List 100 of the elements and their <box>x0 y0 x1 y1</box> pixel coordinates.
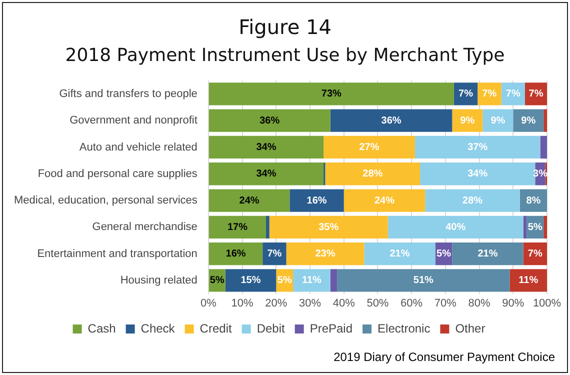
y-tick-label: Entertainment and transportation <box>37 248 198 260</box>
x-tick-label: 90% <box>502 297 524 310</box>
data-label: 73% <box>321 88 342 100</box>
data-label: 16% <box>226 248 246 260</box>
data-label: 7% <box>528 248 542 260</box>
legend-label: Debit <box>256 321 286 336</box>
bar <box>330 109 452 132</box>
y-tick-label: Gifts and transfers to people <box>59 88 198 100</box>
data-label: 40% <box>446 222 466 233</box>
bar <box>266 216 270 238</box>
data-label: 51% <box>413 275 434 286</box>
data-label: 35% <box>318 222 339 233</box>
data-label: 16% <box>306 195 327 206</box>
bar <box>208 242 263 266</box>
data-label: 21% <box>390 248 410 260</box>
y-tick-label: Food and personal care supplies <box>38 168 198 180</box>
data-label: 5% <box>528 222 542 233</box>
y-tick-label: Auto and vehicle related <box>79 141 198 154</box>
data-label: 7% <box>482 88 497 100</box>
bar <box>293 269 330 292</box>
bar <box>344 189 426 212</box>
legend-label: Credit <box>200 321 232 336</box>
data-label: 34% <box>256 142 276 153</box>
bar <box>330 269 338 292</box>
data-label: 9% <box>521 115 536 126</box>
bar <box>501 82 525 106</box>
bar <box>208 109 330 132</box>
legend-label: Electronic <box>378 321 430 336</box>
bar <box>452 242 524 266</box>
bar <box>262 242 286 266</box>
bar <box>544 109 547 132</box>
data-label: 27% <box>359 142 380 153</box>
bar <box>208 162 324 186</box>
data-label: 8% <box>526 195 541 206</box>
data-label: 24% <box>239 195 260 206</box>
data-label: 7% <box>528 88 544 100</box>
bar <box>208 82 454 106</box>
x-tick-label: 50% <box>366 297 389 310</box>
bar <box>324 136 415 159</box>
bar <box>482 109 514 132</box>
bar <box>544 216 547 238</box>
data-label: 7% <box>458 88 474 100</box>
data-label: 23% <box>315 248 336 260</box>
data-label: 21% <box>478 248 498 260</box>
legend-label: Cash <box>88 321 116 336</box>
x-tick-label: 60% <box>400 297 423 310</box>
bar <box>208 216 266 238</box>
x-tick-label: 0% <box>200 297 217 310</box>
y-tick-label: Medical, education, personal services <box>14 194 198 207</box>
x-tick-label: 40% <box>332 297 356 310</box>
bar <box>520 189 547 212</box>
data-label: 9% <box>460 115 475 126</box>
bar <box>364 242 436 266</box>
bar <box>454 82 478 106</box>
chart-title: Figure 14 <box>238 15 332 39</box>
chart-subtitle: 2018 Payment Instrument Use by Merchant Type <box>64 45 506 66</box>
bar <box>269 216 388 238</box>
bar <box>388 216 524 238</box>
data-label: 36% <box>381 115 402 126</box>
data-label: 11% <box>518 275 538 286</box>
bar <box>290 189 344 212</box>
data-label: 15% <box>240 275 261 286</box>
bar <box>452 109 483 132</box>
y-tick-label: Government and nonprofit <box>70 114 198 127</box>
bar <box>325 162 420 186</box>
data-label: 7% <box>267 248 282 260</box>
bar <box>425 189 520 212</box>
bar <box>510 269 547 292</box>
x-tick-label: 80% <box>468 297 491 310</box>
data-label: 28% <box>462 195 483 206</box>
data-label: 34% <box>256 168 276 180</box>
bar <box>513 109 544 132</box>
bar <box>225 269 276 292</box>
data-label: 5% <box>277 275 292 286</box>
data-label: 7% <box>506 88 520 100</box>
data-label: 17% <box>227 222 248 233</box>
bar <box>540 136 547 159</box>
data-label: 28% <box>362 168 383 180</box>
legend-label: Check <box>140 321 176 336</box>
data-label: 5% <box>210 275 224 286</box>
y-tick-label: Housing related <box>120 274 198 287</box>
x-tick-label: 30% <box>298 297 322 310</box>
bar <box>478 82 502 106</box>
data-label: 24% <box>374 195 395 206</box>
x-tick-label: 70% <box>434 297 457 310</box>
data-label: 9% <box>490 115 506 126</box>
text: 2019 Diary of Consumer Payment Choice <box>334 350 555 364</box>
x-tick-label: 100% <box>532 297 562 310</box>
bar <box>524 82 547 106</box>
data-label: 11% <box>302 275 322 286</box>
bar <box>286 242 364 266</box>
x-tick-label: 20% <box>265 297 288 310</box>
data-label: 34% <box>468 168 488 180</box>
bar <box>208 189 290 212</box>
x-tick-label: 10% <box>231 297 254 310</box>
legend-label: PrePaid <box>310 321 353 336</box>
legend-label: Other <box>455 321 486 336</box>
bar <box>208 136 324 159</box>
data-label: 5% <box>436 248 452 260</box>
bar <box>337 269 510 292</box>
